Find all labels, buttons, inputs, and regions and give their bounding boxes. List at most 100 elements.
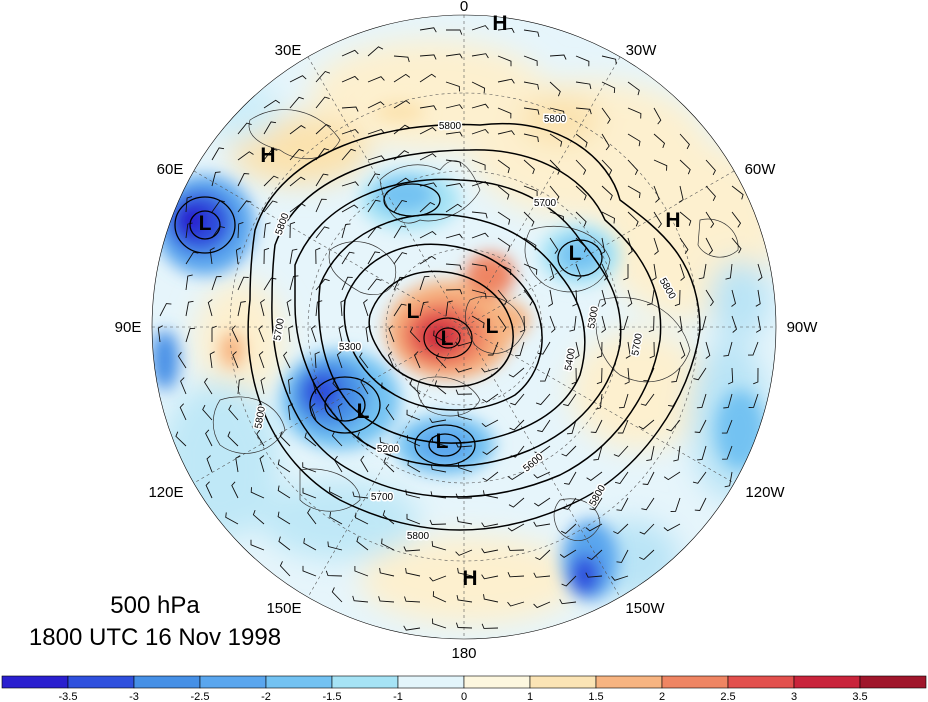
wind-barb — [354, 566, 369, 577]
wind-barb — [585, 523, 603, 532]
wind-barb — [510, 393, 525, 406]
wind-barb — [175, 431, 187, 447]
wind-barb — [533, 471, 551, 479]
wind-barb — [315, 226, 330, 239]
wind-barb — [419, 301, 429, 317]
wind-barb — [627, 107, 642, 119]
wind-barb — [445, 183, 463, 189]
wind-barb — [627, 185, 641, 198]
wind-barb — [721, 419, 733, 434]
wind-barb — [705, 159, 716, 176]
wind-barb — [640, 393, 655, 406]
wind-barb — [419, 153, 437, 161]
wind-barb — [185, 274, 193, 291]
wind-barb — [646, 445, 655, 462]
wind-barb — [341, 276, 353, 291]
wind-barb — [481, 574, 499, 580]
wind-barb — [237, 378, 245, 395]
wind-barb — [457, 462, 473, 473]
wind-barb — [159, 303, 172, 317]
wind-barb — [614, 471, 629, 485]
wind-barb — [666, 419, 681, 432]
wind-barb — [363, 299, 369, 317]
wind-barb — [497, 185, 510, 200]
wind-barb — [263, 200, 278, 213]
wind-barb — [627, 133, 641, 147]
wind-barb — [569, 315, 577, 332]
wind-barb — [258, 351, 265, 369]
wind-barb — [289, 125, 306, 135]
wind-barb — [429, 575, 447, 582]
wind-barb — [653, 133, 666, 149]
wind-barb — [508, 367, 525, 378]
wind-barb — [564, 471, 577, 485]
wind-barb — [523, 211, 535, 227]
wind-barb — [575, 55, 590, 67]
wind-barb — [419, 54, 437, 60]
wind-barb — [559, 549, 577, 558]
wind-barb — [679, 263, 685, 281]
colorbar-tick-label: -2.5 — [191, 691, 210, 702]
wind-barb — [456, 595, 473, 603]
wind-barb — [549, 54, 567, 60]
wind-barb — [549, 159, 561, 175]
colorbar-swatch — [133, 675, 201, 689]
wind-barb — [641, 497, 655, 511]
wind-barb — [497, 78, 515, 84]
wind-barb — [211, 147, 225, 161]
wind-barb — [593, 445, 603, 461]
wind-barb — [651, 263, 657, 281]
wind-barb — [497, 289, 508, 306]
wind-barb — [624, 367, 630, 385]
wind-barb — [237, 122, 252, 135]
wind-barb — [596, 341, 603, 359]
wind-barb — [310, 325, 317, 343]
wind-barb — [237, 276, 249, 291]
wind-barb — [508, 497, 525, 508]
colorbar-tick-label: -3 — [129, 691, 139, 702]
wind-barb — [638, 419, 655, 430]
lon-label-180: 180 — [451, 645, 476, 662]
wind-barb — [497, 55, 512, 67]
wind-barb — [352, 491, 369, 499]
wind-barb — [235, 247, 242, 265]
wind-barb — [352, 595, 369, 603]
colorbar-swatch — [265, 675, 333, 689]
wind-barb — [263, 99, 281, 109]
wind-barb — [455, 389, 473, 395]
wind-barb — [601, 55, 617, 65]
wind-barb — [445, 233, 463, 239]
wind-barb — [692, 471, 707, 484]
wind-barb — [575, 211, 587, 227]
wind-barb — [533, 572, 551, 578]
wind-barb — [237, 151, 254, 161]
wind-barb — [679, 341, 686, 359]
wind-barb — [642, 471, 655, 485]
wind-barb — [231, 325, 239, 343]
wind-barb — [289, 248, 298, 265]
low-center-label: L — [199, 212, 212, 235]
wind-barb — [325, 570, 343, 577]
colorbar-tick-label: -1.5 — [323, 691, 342, 702]
wind-barb — [694, 419, 707, 433]
wind-barb — [627, 211, 639, 227]
wind-barb — [507, 471, 525, 481]
wind-barb — [185, 222, 193, 239]
wind-barb — [653, 185, 660, 203]
wind-barb — [419, 255, 437, 265]
wind-barb — [679, 159, 691, 175]
wind-barb — [601, 185, 613, 201]
low-center-label: L — [441, 327, 454, 350]
wind-barb — [367, 46, 384, 57]
wind-barb — [383, 457, 395, 473]
wind-barb — [393, 124, 410, 135]
wind-barb — [561, 445, 577, 457]
wind-barb — [205, 481, 213, 499]
wind-barb — [209, 247, 215, 265]
wind-barb — [385, 404, 395, 421]
contour-label: 5800 — [407, 531, 430, 542]
wind-barb — [601, 289, 607, 307]
wind-barb — [562, 497, 577, 510]
wind-barb — [205, 429, 213, 447]
wind-barb — [549, 263, 555, 281]
